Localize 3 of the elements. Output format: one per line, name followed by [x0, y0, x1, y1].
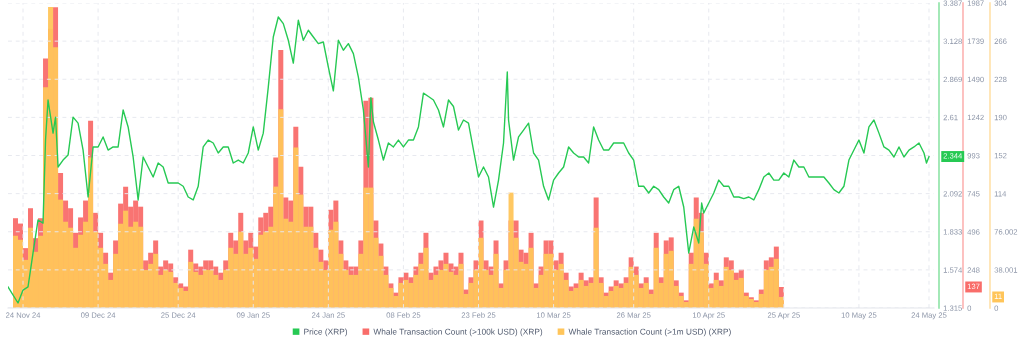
legend-label: Whale Transaction Count (>1m USD) (XRP)	[568, 328, 731, 337]
legend-label: Whale Transaction Count (>100k USD) (XRP)	[373, 328, 543, 337]
legend-label: Price (XRP)	[304, 328, 348, 337]
